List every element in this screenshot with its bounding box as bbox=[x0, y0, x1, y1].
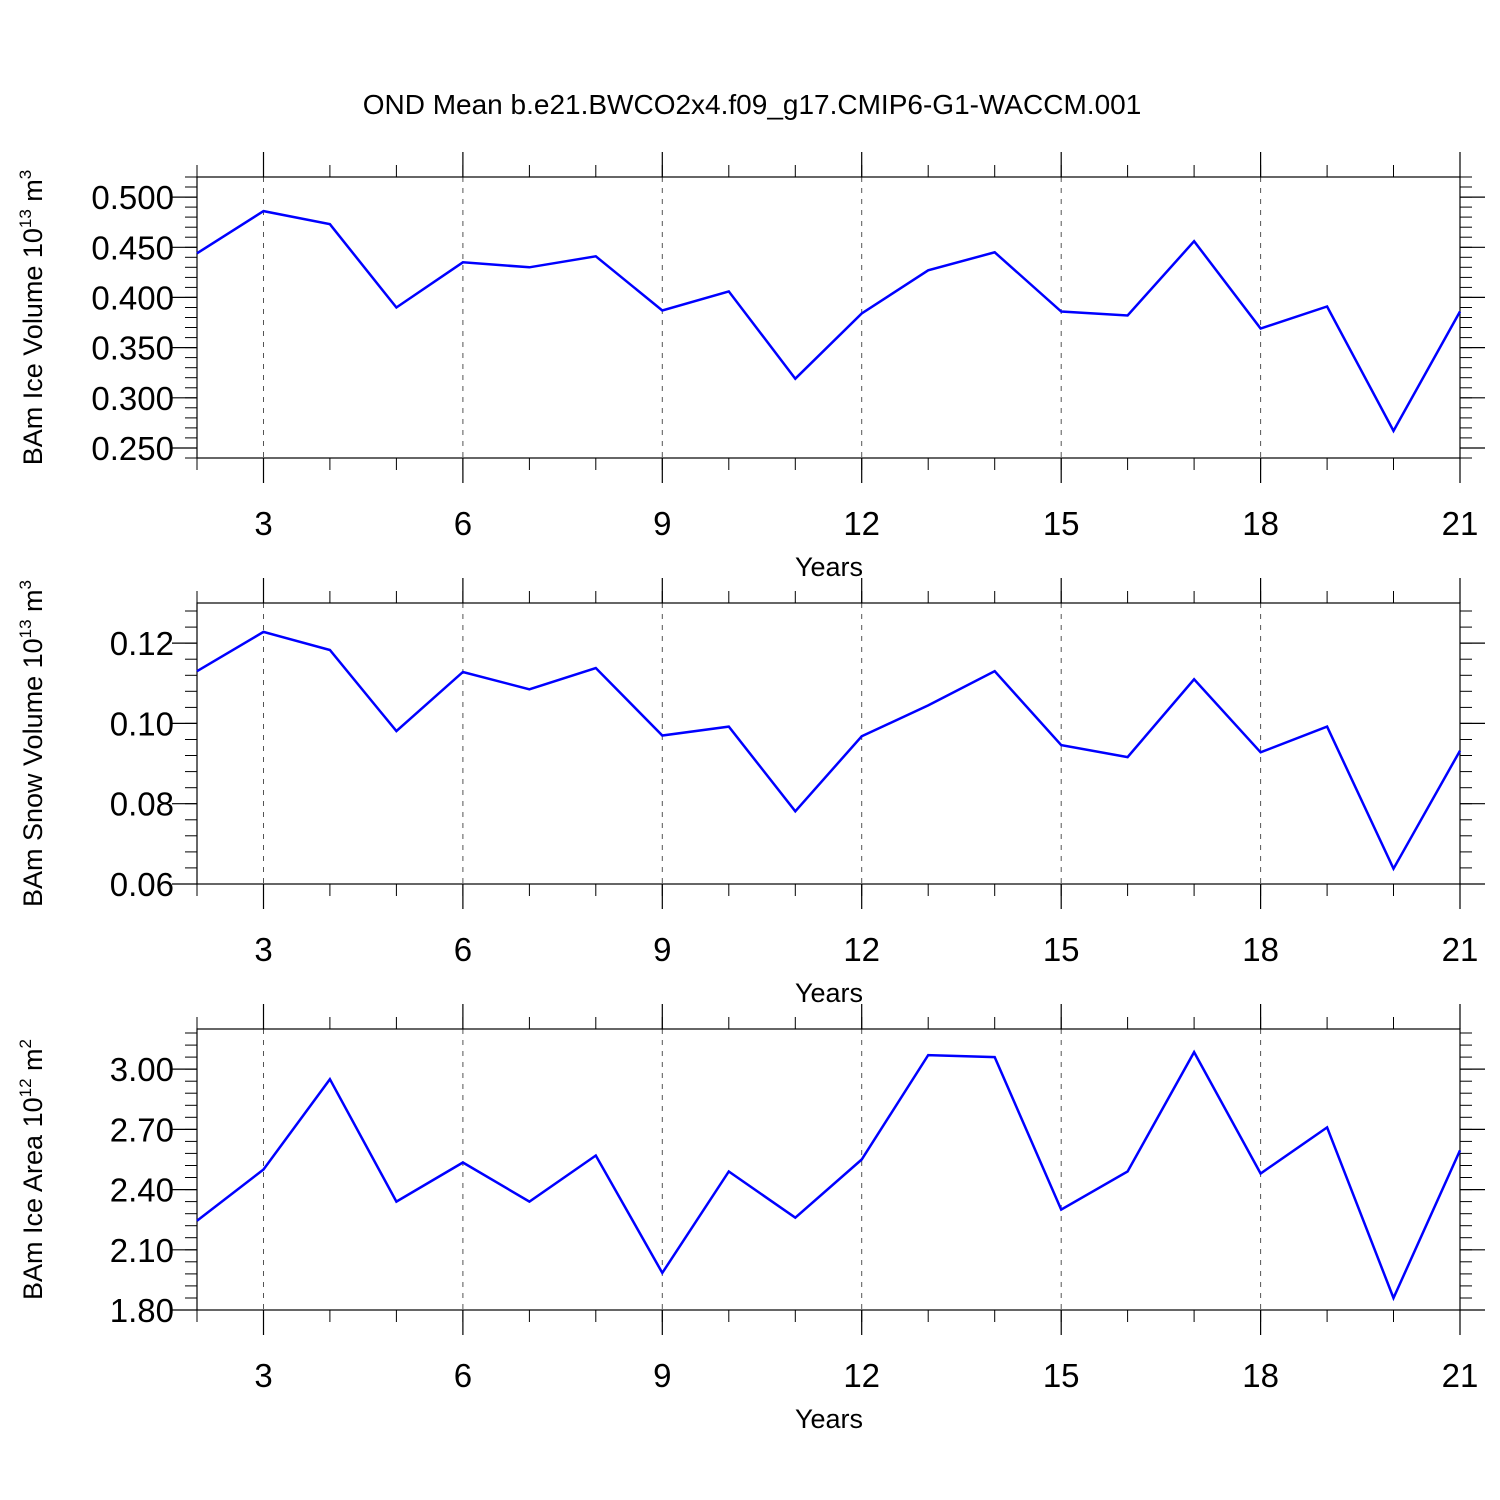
ice-volume-panel: 3 6 9 12 15 18 21 0.250 0.300 0.350 0.400 0.450 0.50… bbox=[16, 152, 1485, 582]
snow-volume-x-tick-label: 15 bbox=[1043, 931, 1080, 968]
ice-volume-y-tick-label: 0.500 bbox=[91, 179, 174, 216]
ice-area-y-axis-label: BAm Ice Area 1012 m2 bbox=[16, 1039, 48, 1300]
ice-area-x-axis-label: Years bbox=[795, 1404, 863, 1434]
ice-area-x-tick-label: 15 bbox=[1043, 1357, 1080, 1394]
ice-volume-x-tick-label: 21 bbox=[1442, 505, 1479, 542]
ice-area-x-tick-label: 3 bbox=[254, 1357, 272, 1394]
snow-volume-x-axis-label: Years bbox=[795, 978, 863, 1008]
snow-volume-y-tick-label: 0.12 bbox=[110, 625, 174, 662]
ice-area-x-tick-label: 21 bbox=[1442, 1357, 1479, 1394]
ice-area-x-tick-label: 12 bbox=[843, 1357, 880, 1394]
snow-volume-x-tick-label: 18 bbox=[1242, 931, 1279, 968]
snow-volume-panel: 3 6 9 12 15 18 21 0.06 0.08 0.10 0.12 Years BAm Snow… bbox=[16, 578, 1485, 1008]
ice-area-x-tick-label: 6 bbox=[454, 1357, 472, 1394]
snow-volume-y-tick-label: 0.10 bbox=[110, 705, 174, 742]
ice-volume-y-tick-label: 0.450 bbox=[91, 229, 174, 266]
snow-volume-y-tick-label: 0.06 bbox=[110, 866, 174, 903]
snow-volume-x-tick-label: 3 bbox=[254, 931, 272, 968]
ice-volume-y-axis-label: BAm Ice Volume 1013 m3 bbox=[16, 170, 48, 466]
snow-volume-x-tick-label: 12 bbox=[843, 931, 880, 968]
figure-title: OND Mean b.e21.BWCO2x4.f09_g17.CMIP6-G1-… bbox=[363, 89, 1142, 120]
ice-volume-x-tick-label: 9 bbox=[653, 505, 671, 542]
snow-volume-y-axis-label: BAm Snow Volume 1013 m3 bbox=[16, 580, 48, 907]
ice-volume-y-tick-label: 0.300 bbox=[91, 380, 174, 417]
snow-volume-y-tick-label: 0.08 bbox=[110, 786, 174, 823]
ice-area-x-tick-label: 9 bbox=[653, 1357, 671, 1394]
panels: 3 6 9 12 15 18 21 0.250 0.300 0.350 0.400 0.450 0.50… bbox=[16, 152, 1485, 1434]
ice-volume-x-tick-label: 6 bbox=[454, 505, 472, 542]
ice-area-y-tick-label: 2.10 bbox=[110, 1232, 174, 1269]
ice-volume-y-tick-label: 0.400 bbox=[91, 279, 174, 316]
ice-volume-frame bbox=[196, 176, 1461, 459]
ice-area-frame bbox=[196, 1028, 1461, 1311]
snow-volume-series-line bbox=[196, 630, 1462, 872]
ice-area-y-tick-label: 3.00 bbox=[110, 1051, 174, 1088]
ice-area-y-tick-label: 1.80 bbox=[110, 1292, 174, 1329]
ice-volume-x-axis-label: Years bbox=[795, 552, 863, 582]
ice-volume-x-tick-label: 18 bbox=[1242, 505, 1279, 542]
snow-volume-x-tick-label: 9 bbox=[653, 931, 671, 968]
ice-area-x-tick-label: 18 bbox=[1242, 1357, 1279, 1394]
ice-volume-x-tick-label: 12 bbox=[843, 505, 880, 542]
ice-area-series-line bbox=[196, 1049, 1462, 1302]
ice-area-y-tick-label: 2.40 bbox=[110, 1172, 174, 1209]
ice-area-y-tick-label: 2.70 bbox=[110, 1111, 174, 1148]
ice-volume-series-line bbox=[196, 209, 1462, 434]
ice-area-panel: 3 6 9 12 15 18 21 1.80 2.10 2.40 2.70 3.00 Years BAm … bbox=[16, 1004, 1485, 1434]
snow-volume-x-tick-label: 6 bbox=[454, 931, 472, 968]
ice-volume-x-tick-label: 15 bbox=[1043, 505, 1080, 542]
ice-volume-y-tick-label: 0.350 bbox=[91, 330, 174, 367]
snow-volume-frame bbox=[196, 602, 1461, 885]
snow-volume-x-tick-label: 21 bbox=[1442, 931, 1479, 968]
ice-volume-x-tick-label: 3 bbox=[254, 505, 272, 542]
ice-volume-y-tick-label: 0.250 bbox=[91, 430, 174, 467]
